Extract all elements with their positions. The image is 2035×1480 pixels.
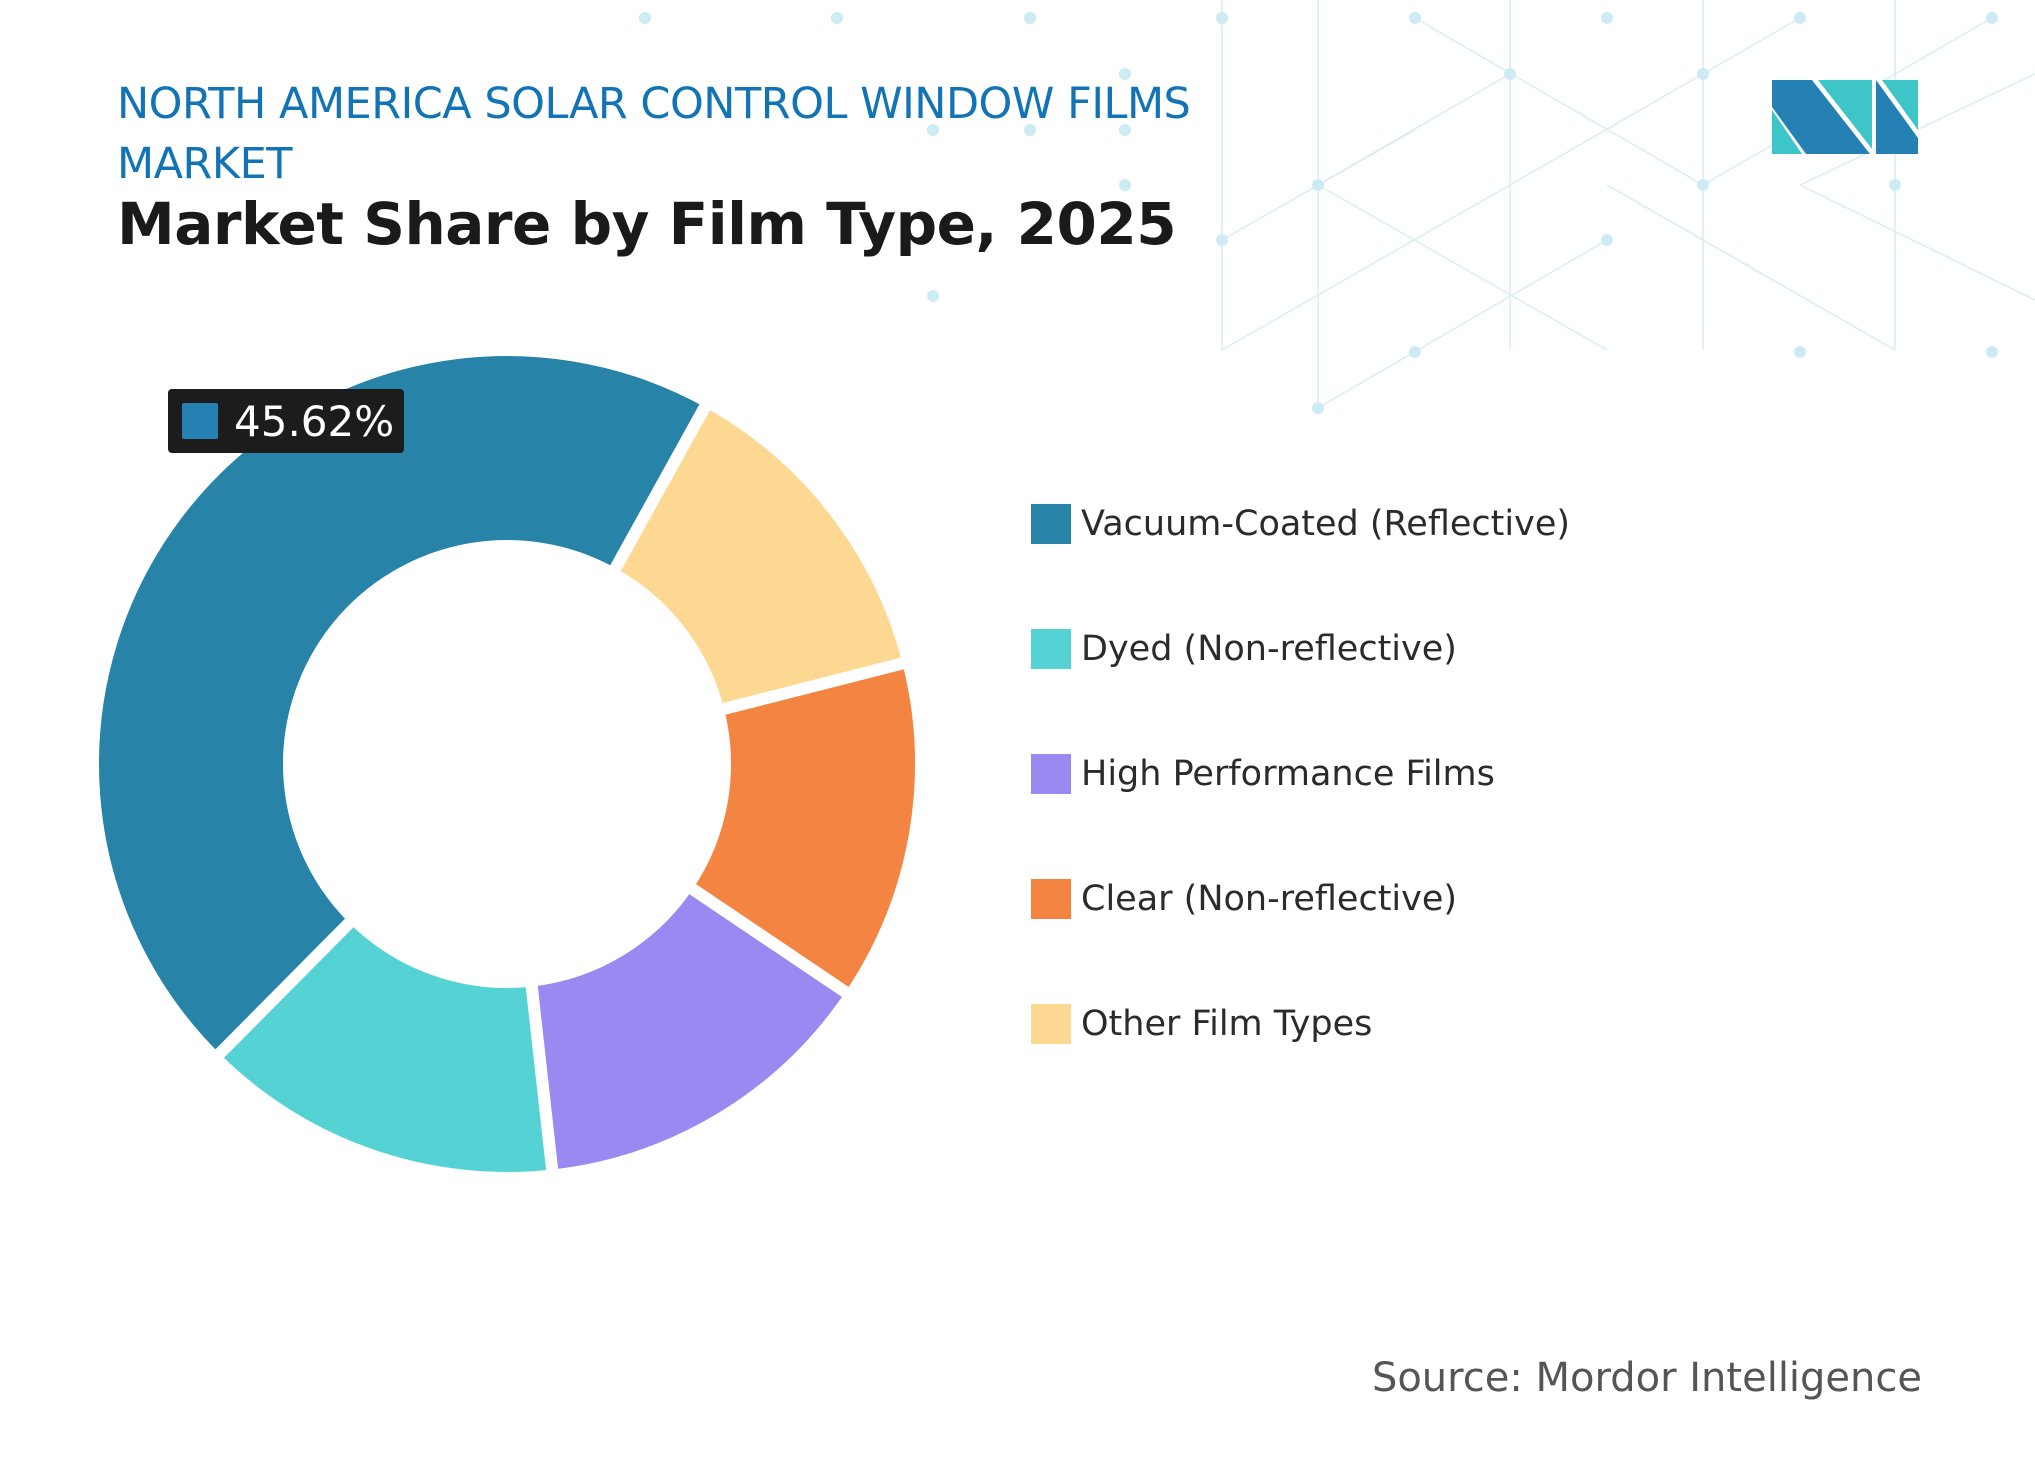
pattern-dot	[1409, 12, 1421, 24]
tooltip-value: 45.62%	[234, 396, 395, 446]
pattern-dot	[1697, 68, 1709, 80]
donut-chart	[87, 344, 927, 1184]
market-title: NORTH AMERICA SOLAR CONTROL WINDOW FILMS…	[117, 79, 1191, 189]
legend-swatch	[1031, 1004, 1071, 1044]
legend-swatch	[1031, 754, 1071, 794]
pattern-dot	[1504, 68, 1516, 80]
pattern-dot	[927, 290, 939, 302]
legend-label: Other Film Types	[1081, 1004, 1373, 1044]
pattern-line	[1509, 17, 1801, 186]
legend-swatch	[1031, 629, 1071, 669]
legend-item: Other Film Types	[1031, 1000, 1372, 1048]
legend-label: Vacuum-Coated (Reflective)	[1081, 504, 1571, 544]
pattern-dot	[831, 12, 843, 24]
pattern-line	[1317, 239, 1608, 409]
legend-item: Vacuum-Coated (Reflective)	[1031, 500, 1570, 548]
pattern-dot	[927, 124, 939, 136]
data-label-tooltip: 45.62%	[168, 389, 405, 453]
legend-item: High Performance Films	[1031, 750, 1495, 798]
tooltip-swatch	[182, 403, 218, 439]
pattern-dot	[1312, 402, 1324, 414]
pattern-line	[1221, 184, 1511, 351]
chart-subtitle: Market Share by Film Type, 2025	[117, 190, 1177, 258]
donut-slice-high-performance-films[interactable]	[524, 877, 859, 1183]
pattern-dot	[1024, 12, 1036, 24]
pattern-dot	[1119, 124, 1131, 136]
legend-label: Dyed (Non-reflective)	[1081, 629, 1457, 669]
legend-item: Dyed (Non-reflective)	[1031, 625, 1457, 673]
pattern-dot	[1119, 68, 1131, 80]
donut-slice-other-film-types[interactable]	[604, 393, 916, 718]
pattern-dot	[1601, 234, 1613, 246]
pattern-line	[1317, 184, 1608, 351]
pattern-dot	[1216, 234, 1228, 246]
legend-label: High Performance Films	[1081, 754, 1495, 794]
legend-swatch	[1031, 879, 1071, 919]
pattern-line	[1414, 17, 1704, 186]
legend-label: Clear (Non-reflective)	[1081, 879, 1458, 919]
pattern-dot	[639, 12, 651, 24]
pattern-dot	[1216, 12, 1228, 24]
pattern-dot	[1889, 179, 1901, 191]
donut-slice-clear-non-reflective[interactable]	[679, 654, 927, 1004]
pattern-dot	[1409, 346, 1421, 358]
source-note: Source: Mordor Intelligence	[1371, 1355, 1922, 1401]
pattern-dot	[1794, 346, 1806, 358]
donut-slice-dyed-non-reflective[interactable]	[206, 910, 560, 1184]
legend-item: Clear (Non-reflective)	[1031, 875, 1457, 923]
mordor-logo-icon	[1772, 80, 1918, 154]
pattern-dot	[1794, 12, 1806, 24]
pattern-dot	[1697, 179, 1709, 191]
pattern-line	[1799, 184, 2035, 301]
pattern-dot	[1024, 124, 1036, 136]
donut-slice-vacuum-coated-reflective[interactable]	[87, 344, 716, 1067]
pattern-dot	[1986, 346, 1998, 358]
pattern-dot	[1119, 179, 1131, 191]
pattern-dot	[1601, 12, 1613, 24]
legend-swatch	[1031, 504, 1071, 544]
pattern-dot	[1986, 12, 1998, 24]
pattern-line	[1606, 184, 1896, 351]
pattern-dot	[1312, 179, 1324, 191]
